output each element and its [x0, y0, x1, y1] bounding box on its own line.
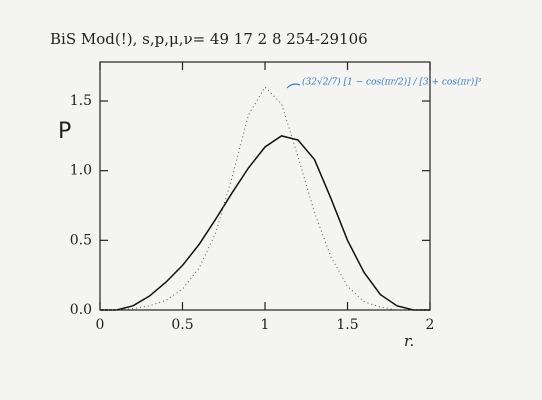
annotation: (32√2/7) [1 − cos(πr/2)] / [3 + cos(πr)]…: [302, 77, 482, 88]
y-tick-label: 0.0: [70, 302, 92, 318]
x-tick-label: 0.5: [171, 317, 193, 333]
y-tick-label: 1.0: [70, 163, 92, 179]
y-axis-label: P: [58, 119, 71, 144]
chart-title: BiS Mod(!), s,p,μ,ν= 49 17 2 8 254-29106: [50, 30, 368, 48]
annotation-arrow: [286, 83, 301, 89]
x-tick-label: 2: [426, 317, 435, 333]
x-tick-label: 1.5: [336, 317, 358, 333]
y-tick-label: 1.5: [70, 93, 92, 109]
x-tick-label: 1: [261, 317, 270, 333]
series-line: [100, 135, 430, 311]
x-tick-label: 0: [96, 317, 105, 333]
y-tick-label: 0.5: [70, 232, 92, 248]
x-axis-label: r.: [404, 332, 414, 350]
